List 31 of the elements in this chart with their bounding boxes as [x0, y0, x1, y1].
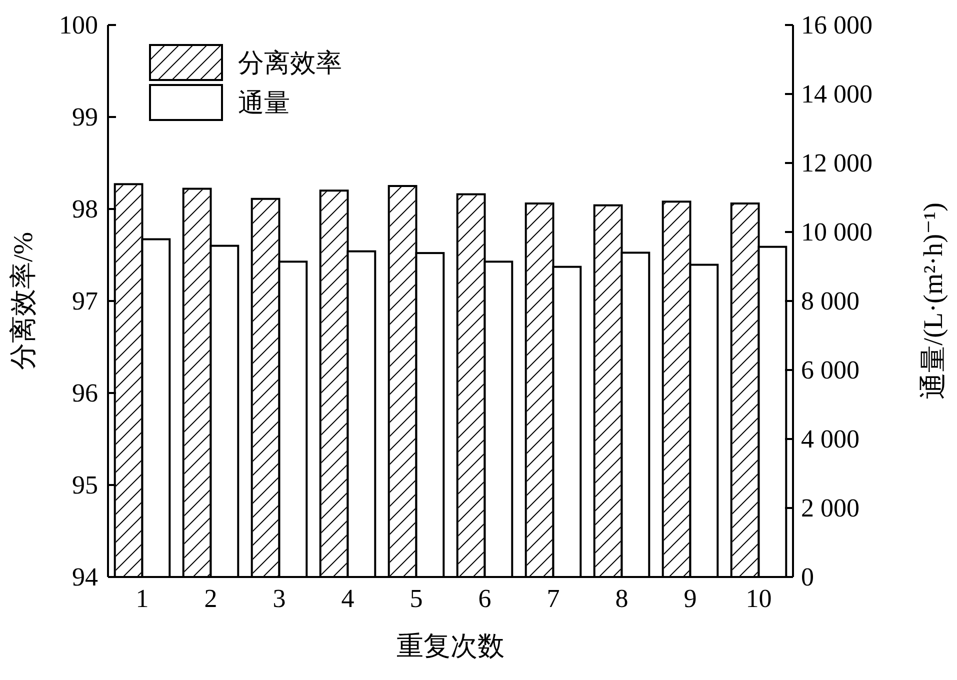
x-tick-label: 8	[615, 584, 628, 613]
y2-tick-label: 10 000	[801, 218, 872, 246]
x-tick-label: 7	[546, 584, 560, 613]
x-tick-label: 6	[478, 584, 492, 613]
x-tick-label: 1	[136, 584, 149, 613]
y-tick-label: 97	[72, 286, 98, 316]
y2-tick-label: 4 000	[801, 424, 860, 454]
x-tick-label: 2	[204, 584, 218, 613]
y2-tick-label: 16 000	[801, 10, 872, 40]
y-tick-label: 94	[72, 562, 98, 592]
x-tick-label: 3	[272, 584, 286, 613]
y2-axis-title: 通量/(L·(m²·h)⁻¹)	[918, 202, 948, 400]
y-tick-label: 100	[59, 10, 98, 40]
y-tick-label: 99	[72, 102, 98, 132]
y-tick-label: 95	[72, 470, 98, 500]
x-tick-label: 5	[410, 584, 423, 613]
y2-tick-label: 0	[801, 562, 814, 592]
x-axis-title: 重复次数	[396, 631, 504, 661]
y-tick-label: 98	[72, 194, 98, 224]
x-tick-label: 9	[684, 584, 697, 613]
x-tick-label: 10	[746, 584, 772, 613]
y-axis-title: 分离效率/%	[8, 232, 38, 370]
y2-tick-label: 14 000	[801, 80, 872, 108]
y2-tick-label: 12 000	[801, 148, 872, 178]
legend-label: 通量	[238, 88, 290, 118]
y-tick-label: 96	[72, 378, 98, 408]
y2-tick-label: 6 000	[801, 356, 860, 384]
y2-tick-label: 8 000	[801, 286, 860, 316]
y2-tick-label: 2 000	[801, 494, 860, 522]
x-tick-label: 4	[341, 584, 354, 613]
legend-label: 分离效率	[238, 48, 342, 78]
